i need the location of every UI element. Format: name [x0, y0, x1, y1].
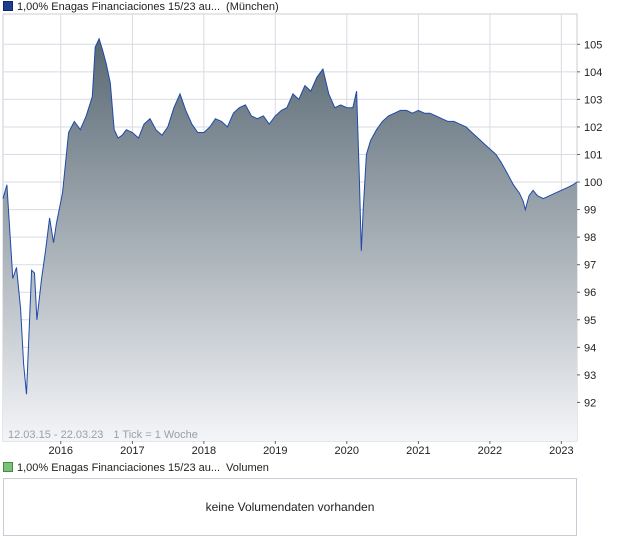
y-tick-label: 93 — [584, 370, 596, 382]
volume-legend: 1,00% Enagas Financiaciones 15/23 au... V… — [3, 462, 269, 475]
x-axis: 2016 2017 2018 2019 2020 2021 2022 2023 — [49, 441, 574, 457]
volume-series-swatch — [3, 462, 13, 472]
price-line — [2, 37, 578, 395]
date-range-label: 12.03.15 - 22.03.23 1 Tick = 1 Woche — [8, 429, 198, 441]
x-tick-label: 2023 — [549, 445, 573, 457]
x-tick-label: 2017 — [120, 445, 144, 457]
x-tick-label: 2016 — [49, 445, 73, 457]
y-tick-label: 96 — [584, 287, 596, 299]
y-tick-label: 102 — [584, 122, 602, 134]
volume-panel: keine Volumendaten vorhanden — [3, 478, 577, 536]
price-legend: 1,00% Enagas Financiaciones 15/23 au... (… — [3, 1, 279, 14]
x-tick-label: 2021 — [406, 445, 430, 457]
exchange-label: (München) — [226, 1, 279, 13]
price-area — [3, 38, 577, 442]
price-series-name: 1,00% Enagas Financiaciones 15/23 au... — [17, 1, 221, 13]
x-tick-label: 2020 — [335, 445, 359, 457]
y-tick-label: 98 — [584, 232, 596, 244]
y-tick-label: 101 — [584, 149, 602, 161]
y-tick-label: 103 — [584, 94, 602, 106]
y-tick-label: 104 — [584, 67, 602, 79]
no-volume-message: keine Volumendaten vorhanden — [205, 500, 375, 514]
y-tick-label: 105 — [584, 39, 602, 51]
x-tick-label: 2018 — [192, 445, 216, 457]
y-tick-label: 95 — [584, 315, 596, 327]
price-series-swatch — [3, 1, 13, 11]
y-tick-label: 94 — [584, 342, 596, 354]
volume-label: Volumen — [226, 462, 269, 474]
y-tick-label: 99 — [584, 205, 596, 217]
tick-info-text: 1 Tick = 1 Woche — [113, 429, 197, 441]
y-tick-label: 92 — [584, 397, 596, 409]
y-axis: 92 93 94 95 96 97 98 99 100 101 102 103 104 105 — [577, 39, 602, 409]
x-tick-label: 2019 — [263, 445, 287, 457]
volume-series-name: 1,00% Enagas Financiaciones 15/23 au... — [17, 462, 221, 474]
y-tick-label: 100 — [584, 177, 602, 189]
y-tick-label: 97 — [584, 260, 596, 272]
x-tick-label: 2022 — [478, 445, 502, 457]
date-range-text: 12.03.15 - 22.03.23 — [8, 429, 103, 441]
